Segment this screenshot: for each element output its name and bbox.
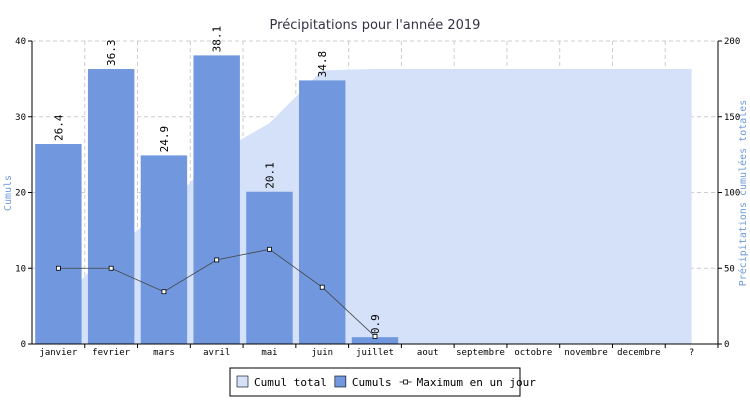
bar	[140, 155, 188, 344]
bar	[299, 80, 346, 344]
legend-label: Cumul total	[254, 376, 327, 389]
y-tick-label: 40	[15, 37, 26, 47]
x-tick-label: juin	[311, 348, 333, 358]
line-point	[214, 257, 220, 263]
bar	[35, 144, 82, 344]
y-tick-label: 10	[15, 264, 26, 274]
chart-title: Précipitations pour l'année 2019	[270, 18, 481, 33]
x-tick-label: octobre	[514, 348, 552, 358]
y-tick-label: 30	[15, 113, 26, 123]
bar	[246, 191, 293, 344]
y2-axis-title: Précipitations cumulées totales	[737, 100, 749, 287]
line-point	[161, 289, 167, 295]
data-label: 36.3	[105, 40, 118, 67]
x-tick-label: decembre	[617, 348, 660, 358]
data-label: 24.9	[158, 126, 171, 153]
legend-label: Cumuls	[352, 376, 392, 389]
legend-swatch	[334, 375, 347, 388]
y2-tick-label: 100	[724, 189, 740, 199]
x-tick-label: mai	[261, 348, 277, 358]
data-label: 20.1	[263, 162, 276, 189]
legend-swatch-marker	[403, 379, 409, 385]
legend-box	[229, 367, 521, 397]
y-tick-label: 0	[21, 340, 26, 350]
bar	[87, 69, 135, 344]
x-tick-label: avril	[203, 348, 230, 358]
y-axis-title: Cumuls	[3, 175, 14, 211]
y2-tick-label: 200	[724, 37, 740, 47]
line-point	[267, 246, 272, 252]
line-point	[319, 284, 325, 290]
x-tick-label: septembre	[456, 348, 505, 358]
legend-label: Maximum en un jour	[417, 376, 537, 389]
data-label: 38.1	[211, 26, 224, 53]
y2-tick-label: 0	[724, 340, 729, 350]
x-tick-label: ?	[689, 348, 694, 358]
bar	[193, 55, 240, 345]
x-tick-label: juillet	[356, 348, 394, 358]
bar	[351, 337, 399, 344]
data-label: 0.9	[369, 314, 382, 334]
x-tick-label: novembre	[564, 348, 607, 358]
data-label: 34.8	[316, 51, 329, 78]
y-tick-label: 20	[15, 189, 26, 199]
y2-tick-label: 150	[724, 113, 740, 123]
x-tick-label: janvier	[39, 348, 78, 358]
line-point	[55, 265, 61, 271]
line-point	[372, 334, 378, 339]
x-tick-label: mars	[153, 348, 175, 358]
data-label: 26.4	[52, 114, 65, 141]
y2-tick-label: 50	[724, 264, 735, 274]
line-point	[108, 265, 114, 271]
x-tick-label: aout	[417, 348, 439, 358]
legend-swatch	[236, 375, 249, 388]
x-tick-label: fevrier	[92, 348, 131, 358]
